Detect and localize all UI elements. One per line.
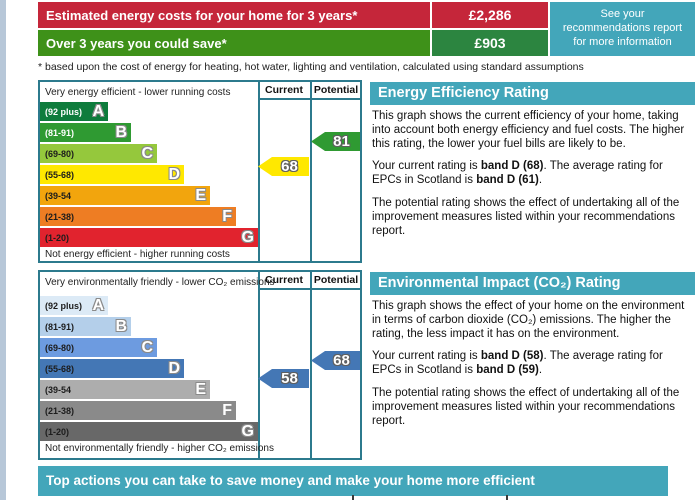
energy-potential-arrow: 81 (311, 132, 360, 151)
band-range-label: (69-80) (45, 148, 75, 159)
environment-band-b: (81-91) B (40, 317, 131, 336)
column-divider (258, 82, 260, 261)
energy-band-d: (55-68) D (40, 165, 184, 184)
band-letter: E (195, 381, 206, 398)
band-letter: D (168, 360, 180, 377)
band-letter: C (141, 145, 153, 162)
cropped-table-border (506, 495, 508, 500)
savings-value: £903 (432, 30, 548, 56)
band-range-label: (55-68) (45, 363, 75, 374)
band-letter: A (92, 103, 104, 120)
energy-description-paragraph: This graph shows the current efficiency … (372, 110, 685, 150)
estimated-costs-value: £2,286 (432, 2, 548, 28)
energy-band-a: (92 plus) A (40, 102, 108, 121)
energy-current-arrow: 68 (258, 157, 309, 176)
environment-current-arrow: 58 (258, 369, 309, 388)
energy-band-e: (39-54 E (40, 186, 210, 205)
chart-top-caption: Very environmentally friendly - lower CO… (45, 277, 275, 288)
energy-efficiency-description: This graph shows the current efficiency … (372, 110, 695, 247)
band-range-label: (21-38) (45, 405, 75, 416)
chart-bottom-caption: Not energy efficient - higher running co… (45, 249, 230, 260)
cost-summary-table: Estimated energy costs for your home for… (38, 2, 695, 56)
band-range-label: (1-20) (45, 232, 70, 243)
energy-efficiency-chart: Current Potential Very energy efficient … (38, 80, 362, 263)
band-letter: G (241, 423, 254, 440)
environment-potential-paragraph: The potential rating shows the effect of… (372, 386, 680, 427)
savings-label: Over 3 years you could save* (38, 30, 430, 56)
environment-band-e: (39-54 E (40, 380, 210, 399)
environment-current-rating-text: Your current rating is band D (58). The … (372, 350, 695, 378)
band-letter: F (222, 402, 232, 419)
band-letter: E (195, 187, 206, 204)
band-range-label: (1-20) (45, 426, 70, 437)
rating-text: . The average rating for EPCs in Scotlan… (372, 350, 663, 377)
potential-column-header: Potential (313, 84, 359, 96)
chart-top-caption: Very energy efficient - lower running co… (45, 87, 231, 98)
column-divider (258, 272, 260, 458)
rating-text: . (538, 174, 543, 187)
potential-column-header: Potential (313, 274, 359, 286)
environment-band-a: (92 plus) A (40, 296, 108, 315)
band-range-label: (69-80) (45, 342, 75, 353)
top-actions-header: Top actions you can take to save money a… (38, 466, 668, 496)
energy-band-f: (21-38) F (40, 207, 236, 226)
band-letter: B (115, 318, 127, 335)
rating-text: . (538, 364, 543, 377)
cost-footnote: * based upon the cost of energy for heat… (38, 61, 584, 73)
band-range-label: (55-68) (45, 169, 75, 180)
environment-band-c: (69-80) C (40, 338, 157, 357)
environment-potential-arrow: 68 (311, 351, 360, 370)
energy-current-rating-text: Your current rating is band D (68). The … (372, 160, 695, 188)
current-column-header: Current (265, 84, 303, 96)
band-letter: F (222, 208, 232, 225)
header-divider (258, 288, 360, 290)
band-letter: A (92, 297, 104, 314)
band-range-label: (92 plus) (45, 300, 83, 311)
recommendations-note: See your recommendations report for more… (550, 2, 695, 56)
energy-potential-paragraph: The potential rating shows the effect of… (372, 196, 680, 237)
band-letter: B (115, 124, 127, 141)
page-left-edge (0, 0, 6, 500)
current-column-header: Current (265, 274, 303, 286)
column-divider (310, 82, 312, 261)
band-range-label: (81-91) (45, 127, 75, 138)
environmental-impact-chart: Current Potential Very environmentally f… (38, 270, 362, 460)
rating-text: Your current rating is (372, 350, 481, 363)
energy-band-c: (69-80) C (40, 144, 157, 163)
energy-efficiency-rating-title: Energy Efficiency Rating (370, 82, 695, 105)
current-rating-bold: band D (68) (480, 160, 544, 173)
energy-band-g: (1-20) G (40, 228, 258, 247)
environment-band-f: (21-38) F (40, 401, 236, 420)
environmental-impact-rating-title: Environmental Impact (CO₂) Rating (370, 272, 695, 295)
band-range-label: (81-91) (45, 321, 75, 332)
band-range-label: (21-38) (45, 211, 75, 222)
environment-band-d: (55-68) D (40, 359, 184, 378)
band-range-label: (92 plus) (45, 106, 83, 117)
current-rating-bold: band D (58) (480, 350, 544, 363)
cropped-table-border (352, 495, 354, 500)
rating-text: Your current rating is (372, 160, 481, 173)
header-divider (258, 98, 360, 100)
band-letter: G (241, 229, 254, 246)
band-letter: C (141, 339, 153, 356)
average-rating-bold: band D (59) (476, 364, 539, 377)
band-range-label: (39-54 (45, 190, 72, 201)
estimated-costs-label: Estimated energy costs for your home for… (38, 2, 430, 28)
environmental-impact-description: This graph shows the effect of your home… (372, 300, 695, 437)
chart-bottom-caption: Not environmentally friendly - higher CO… (45, 443, 274, 454)
band-range-label: (39-54 (45, 384, 72, 395)
rating-text: . The average rating for EPCs in Scotlan… (372, 160, 663, 187)
band-letter: D (168, 166, 180, 183)
environment-description-paragraph: This graph shows the effect of your home… (372, 300, 685, 340)
environment-band-g: (1-20) G (40, 422, 258, 441)
energy-band-b: (81-91) B (40, 123, 131, 142)
column-divider (310, 272, 312, 458)
average-rating-bold: band D (61) (476, 174, 539, 187)
